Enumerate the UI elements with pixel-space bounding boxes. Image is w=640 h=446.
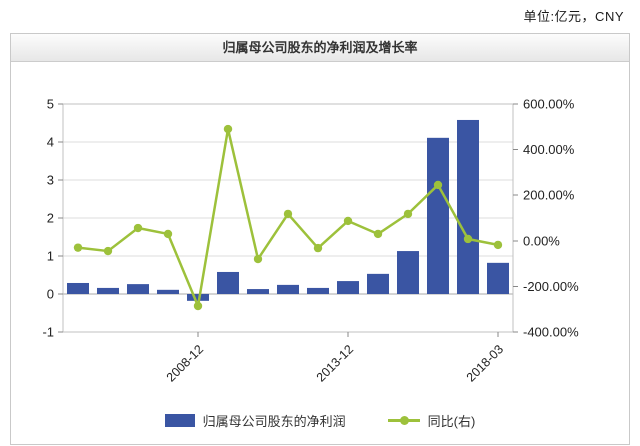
yoy-point	[193, 301, 203, 311]
x-axis-label: 2013-12	[314, 342, 356, 384]
line-series-dot-icon	[399, 415, 409, 425]
profit-bar	[487, 262, 509, 294]
profit-bar	[247, 289, 269, 294]
yoy-point	[283, 209, 293, 219]
line-series-swatch	[387, 415, 420, 425]
profit-bar	[457, 119, 479, 295]
profit-bar	[427, 137, 449, 294]
profit-bar	[337, 281, 359, 294]
profit-bar	[217, 271, 239, 294]
yoy-point	[433, 180, 443, 190]
yoy-point	[103, 246, 113, 256]
left-axis-label: 3	[47, 173, 54, 188]
bar-series-label: 归属母公司股东的净利润	[202, 413, 346, 429]
chart-panel: 归属母公司股东的净利润及增长率 5 4 3 2 1 0 -1 600.00% 400.00% 20…	[10, 33, 630, 445]
yoy-point	[133, 223, 143, 233]
right-axis-label: 400.00%	[523, 142, 575, 157]
legend-item-yoy: 同比(右)	[387, 411, 476, 430]
bar-series-swatch	[164, 413, 195, 427]
right-axis-label: -200.00%	[523, 279, 579, 294]
left-axis-label: -1	[42, 325, 54, 340]
chart-legend: 归属母公司股东的净利润 同比(右)	[11, 407, 629, 433]
profit-bar	[307, 287, 329, 294]
profit-bar	[397, 251, 419, 294]
chart-title: 归属母公司股东的净利润及增长率	[11, 34, 629, 62]
yoy-point	[373, 229, 383, 239]
left-axis-label: 2	[47, 211, 54, 226]
yoy-point	[403, 209, 413, 219]
right-axis-label: -400.00%	[523, 325, 579, 340]
left-axis-label: 4	[47, 135, 54, 150]
yoy-point	[163, 229, 173, 239]
yoy-point	[223, 124, 233, 134]
legend-item-net-profit: 归属母公司股东的净利润	[164, 411, 346, 430]
yoy-point	[343, 216, 353, 226]
right-axis-label: 0.00%	[523, 233, 560, 248]
chart-canvas: 5 4 3 2 1 0 -1 600.00% 400.00% 200.00% 0.00% -200.0…	[42, 97, 579, 385]
profit-bar	[277, 284, 299, 294]
right-axis-label: 200.00%	[523, 188, 575, 203]
profit-bar	[97, 287, 119, 294]
x-axis-label: 2018-03	[464, 342, 506, 384]
profit-bar	[67, 282, 89, 294]
profit-bar	[157, 289, 179, 294]
profit-growth-chart: 5 4 3 2 1 0 -1 600.00% 400.00% 200.00% 0.00% -200.0…	[11, 62, 629, 407]
yoy-point	[463, 234, 473, 244]
yoy-point	[493, 240, 503, 250]
right-axis-label: 600.00%	[523, 97, 575, 112]
line-series-label: 同比(右)	[427, 413, 476, 429]
unit-label: 单位:亿元，CNY	[523, 9, 624, 24]
left-axis-label: 0	[47, 287, 54, 302]
profit-bar	[187, 294, 209, 301]
left-axis-label: 5	[47, 97, 54, 112]
profit-bar	[127, 284, 149, 294]
profit-bar	[367, 273, 389, 294]
yoy-point	[253, 254, 263, 264]
left-axis-label: 1	[47, 249, 54, 264]
x-axis-label: 2008-12	[164, 342, 206, 384]
yoy-point	[313, 243, 323, 253]
yoy-point	[73, 243, 83, 252]
